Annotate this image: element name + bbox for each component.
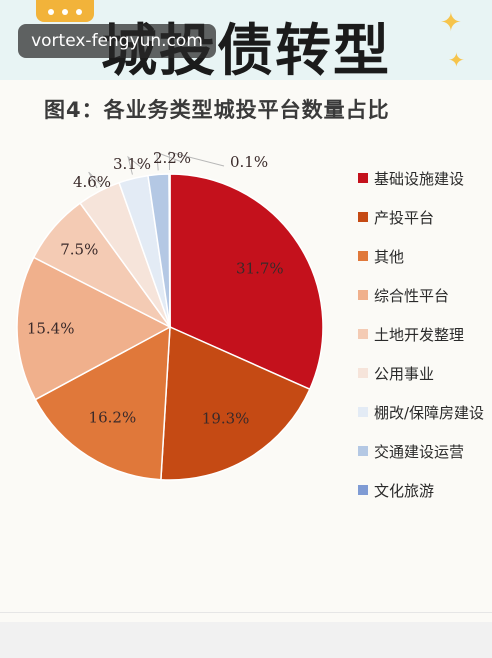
slice-label: 7.5% [60, 240, 98, 258]
legend-label: 交通建设运营 [374, 443, 464, 461]
leader-line [88, 171, 103, 189]
legend-swatch [358, 290, 368, 300]
slice-label: 19.3% [202, 410, 250, 428]
legend-swatch [358, 251, 368, 261]
pie-slice [16, 256, 172, 401]
legend-swatch [358, 446, 368, 456]
leader-line [168, 151, 225, 171]
star-icon: ✦ [448, 48, 465, 72]
pie-slice [34, 325, 171, 481]
pie-slice [160, 325, 311, 481]
divider [0, 612, 492, 613]
legend-swatch [358, 485, 368, 495]
slice-label: 31.7% [236, 260, 284, 278]
slice-label: 2.2% [153, 149, 191, 167]
legend-label: 其他 [374, 248, 404, 266]
slice-label: 4.6% [73, 173, 111, 191]
footer-band [0, 622, 492, 658]
slice-label: 3.1% [113, 155, 151, 173]
leader-line [127, 155, 143, 175]
legend-label: 综合性平台 [374, 287, 449, 305]
pie-chart: 31.7% 19.3% 16.2% 15.4% 7.5% 4.6%3.1% 2.2% 0.1%… [16, 149, 484, 500]
legend-label: 产投平台 [374, 209, 434, 227]
legend-label: 土地开发整理 [374, 326, 464, 344]
legend-swatch [358, 407, 368, 417]
slice-label: 15.4% [27, 319, 75, 337]
flag-dot-icon [48, 9, 54, 15]
legend-label: 棚改/保障房建设 [374, 404, 484, 422]
banner-decoration [36, 0, 94, 22]
legend-swatch [358, 368, 368, 378]
pie-slice [168, 173, 171, 328]
legend-swatch [358, 212, 368, 222]
slice-label: 16.2% [89, 408, 137, 426]
slice-label: 0.1% [230, 153, 268, 171]
leader-line [156, 151, 183, 171]
legend-swatch [358, 329, 368, 339]
star-icon: ✦ [440, 8, 462, 38]
pie-slice [169, 173, 324, 391]
watermark: vortex-fengyun.com [18, 24, 216, 58]
flag-dot-icon [76, 9, 82, 15]
legend-label: 公用事业 [374, 365, 434, 383]
legend-swatch [358, 173, 368, 183]
legend-label: 基础设施建设 [374, 170, 464, 188]
chart-title: 图4：各业务类型城投平台数量占比 [44, 98, 390, 122]
legend-label: 文化旅游 [374, 482, 434, 500]
flag-dot-icon [62, 9, 68, 15]
